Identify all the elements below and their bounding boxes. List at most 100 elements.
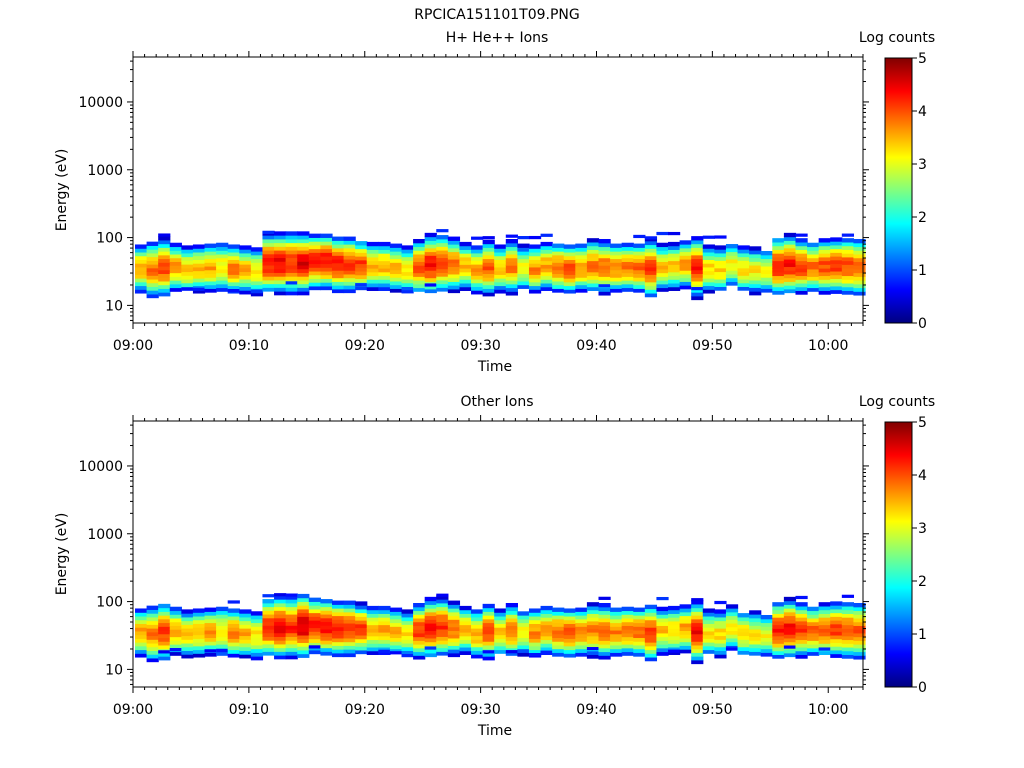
heatmap-cell xyxy=(841,650,855,655)
heatmap-cell xyxy=(343,288,356,294)
heatmap-cell xyxy=(389,284,403,289)
heatmap-cell xyxy=(331,262,345,268)
heatmap-cell xyxy=(783,273,797,279)
heatmap-cell xyxy=(262,636,275,641)
heatmap-cell xyxy=(668,613,681,618)
heatmap-cell xyxy=(841,290,855,295)
heatmap-cell xyxy=(702,619,715,624)
heatmap-cell xyxy=(853,610,866,615)
heatmap-cell xyxy=(262,602,275,608)
heatmap-cell xyxy=(702,270,715,275)
heatmap-cell xyxy=(169,614,182,619)
heatmap-cell xyxy=(459,241,472,247)
heatmap-cell xyxy=(424,630,437,635)
heatmap-cell xyxy=(216,272,229,277)
heatmap-cell xyxy=(424,626,437,632)
heatmap-cell xyxy=(331,240,345,245)
heatmap-cell xyxy=(505,280,518,285)
heatmap-cell xyxy=(482,603,495,609)
heatmap-cell xyxy=(285,235,298,240)
heatmap-cell xyxy=(702,612,715,617)
heatmap-cell xyxy=(621,610,634,615)
heatmap-cell xyxy=(308,645,321,649)
y-tick-label: 10000 xyxy=(78,459,123,475)
heatmap-cell xyxy=(841,628,855,633)
heatmap-cell xyxy=(668,632,681,637)
heatmap-cell xyxy=(169,253,182,259)
heatmap-cell xyxy=(227,281,240,287)
heatmap-cell xyxy=(447,285,461,290)
heatmap-cell xyxy=(598,602,611,608)
heatmap-cell xyxy=(250,652,264,657)
heatmap-cell xyxy=(331,255,345,260)
heatmap-cell xyxy=(679,619,692,624)
heatmap-cell xyxy=(250,262,264,267)
heatmap-cell xyxy=(505,602,518,608)
heatmap-cell xyxy=(737,267,750,273)
heatmap-cell xyxy=(424,277,437,282)
heatmap-cell xyxy=(749,283,762,288)
heatmap-cell xyxy=(610,251,623,256)
heatmap-cell xyxy=(459,279,472,284)
heatmap-cell xyxy=(413,238,426,244)
heatmap-cell xyxy=(783,266,797,271)
heatmap-cell xyxy=(853,246,866,251)
heatmap-cell xyxy=(679,247,692,253)
heatmap-cell xyxy=(262,599,275,604)
heatmap-cell xyxy=(668,241,681,247)
heatmap-cell xyxy=(401,620,414,625)
heatmap-cell xyxy=(725,262,739,268)
heatmap-cell xyxy=(841,620,855,626)
heatmap-cell xyxy=(552,251,565,256)
heatmap-cell xyxy=(146,613,159,618)
heatmap-cell xyxy=(633,637,646,642)
heatmap-cell xyxy=(192,608,206,613)
heatmap-cell xyxy=(297,249,310,255)
heatmap-cell xyxy=(540,646,553,652)
heatmap-cell xyxy=(714,639,727,644)
heatmap-cell xyxy=(285,264,298,270)
heatmap-cell xyxy=(158,273,171,278)
heatmap-cell xyxy=(783,637,797,643)
heatmap-cell xyxy=(413,640,426,645)
heatmap-cell xyxy=(158,622,171,627)
heatmap-cell xyxy=(830,289,843,294)
heatmap-cell xyxy=(644,653,658,658)
heatmap-cell xyxy=(841,617,855,622)
heatmap-cell xyxy=(169,280,182,285)
heatmap-cell xyxy=(216,250,229,255)
heatmap-cell xyxy=(204,607,217,612)
heatmap-cell xyxy=(181,635,194,640)
heatmap-cell xyxy=(598,606,611,612)
heatmap-cell xyxy=(540,650,553,654)
heatmap-cell xyxy=(482,280,495,286)
heatmap-cell xyxy=(841,635,855,641)
heatmap-cell xyxy=(714,264,727,269)
heatmap-cell xyxy=(691,659,704,665)
heatmap-cell xyxy=(482,292,495,297)
heatmap-cell xyxy=(772,632,785,637)
heatmap-cell xyxy=(169,617,182,623)
heatmap-cell xyxy=(285,595,298,600)
heatmap-cell xyxy=(424,247,437,253)
heatmap-cell xyxy=(192,270,206,275)
heatmap-cell xyxy=(181,278,194,284)
heatmap-cell xyxy=(192,642,206,647)
heatmap-cell xyxy=(505,606,518,612)
heatmap-cell xyxy=(204,629,217,635)
heatmap-cell xyxy=(575,280,588,286)
heatmap-cell xyxy=(285,246,298,251)
heatmap-cell xyxy=(436,287,449,292)
heatmap-cell xyxy=(262,643,275,649)
heatmap-cell xyxy=(401,282,414,287)
heatmap-cell xyxy=(668,245,681,250)
heatmap-cell xyxy=(505,291,518,296)
heatmap-cell xyxy=(158,236,171,241)
x-tick-label: 09:20 xyxy=(345,702,385,718)
heatmap-cell xyxy=(563,244,576,249)
heatmap-cell xyxy=(668,643,681,648)
heatmap-cell xyxy=(598,617,611,623)
heatmap-cell xyxy=(586,245,600,250)
heatmap-cell xyxy=(135,281,148,287)
